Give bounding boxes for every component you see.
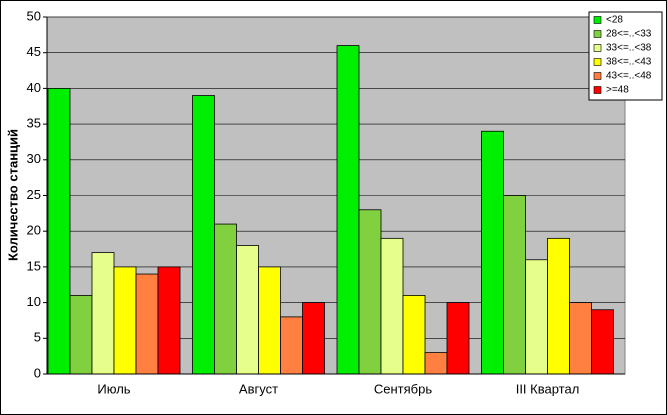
y-tick-label: 15 <box>27 258 41 273</box>
x-tick-label: Август <box>239 381 278 396</box>
bar <box>91 252 115 375</box>
bar <box>591 309 614 375</box>
y-axis-label: Количество станций <box>5 129 20 261</box>
bar <box>236 245 259 375</box>
y-tick-label: 10 <box>27 294 41 309</box>
bar <box>380 237 404 375</box>
legend-swatch <box>593 58 602 66</box>
bar <box>192 95 215 375</box>
legend-label: 43<=..<48 <box>606 71 652 82</box>
bar <box>135 273 159 375</box>
y-tick-label: 35 <box>27 116 41 131</box>
x-tick-label: III Квартал <box>516 381 580 396</box>
bar <box>402 295 426 375</box>
bar <box>214 223 237 375</box>
bar <box>503 195 526 375</box>
bar <box>525 259 548 375</box>
legend-swatch <box>593 44 602 52</box>
bar <box>424 352 448 375</box>
legend-swatch <box>593 16 602 24</box>
bar <box>157 266 181 375</box>
bar <box>547 237 570 375</box>
legend-swatch <box>593 86 602 94</box>
legend-label: >=48 <box>606 85 629 96</box>
bar <box>336 45 360 375</box>
legend-swatch <box>593 72 602 80</box>
legend-label: 33<=..<38 <box>606 43 652 54</box>
bar <box>113 266 137 375</box>
x-tick-label: Сентябрь <box>374 381 432 396</box>
bar <box>358 209 382 375</box>
legend-swatch <box>593 30 602 38</box>
y-tick-label: 45 <box>27 44 41 59</box>
bar <box>481 130 504 375</box>
y-tick-label: 30 <box>27 151 41 166</box>
legend-label: <28 <box>606 15 623 26</box>
y-tick-label: 5 <box>34 330 41 345</box>
bar <box>47 88 71 375</box>
bar <box>69 295 93 375</box>
legend-box <box>588 11 663 101</box>
bar <box>569 302 592 375</box>
y-tick-label: 40 <box>27 80 41 95</box>
bar <box>302 302 325 375</box>
y-tick-label: 20 <box>27 223 41 238</box>
legend-label: 38<=..<43 <box>606 57 652 68</box>
y-tick-label: 50 <box>27 8 41 23</box>
bar <box>446 302 470 375</box>
x-tick-label: Июль <box>97 381 130 396</box>
legend-label: 28<=..<33 <box>606 29 652 40</box>
bar <box>280 316 303 375</box>
y-tick-label: 25 <box>27 187 41 202</box>
bar <box>258 266 281 375</box>
legend: <28 28<=..<33 33<=..<38 38<=..<43 43<=..<48 >… <box>588 11 663 101</box>
y-tick-label: 0 <box>34 365 41 380</box>
